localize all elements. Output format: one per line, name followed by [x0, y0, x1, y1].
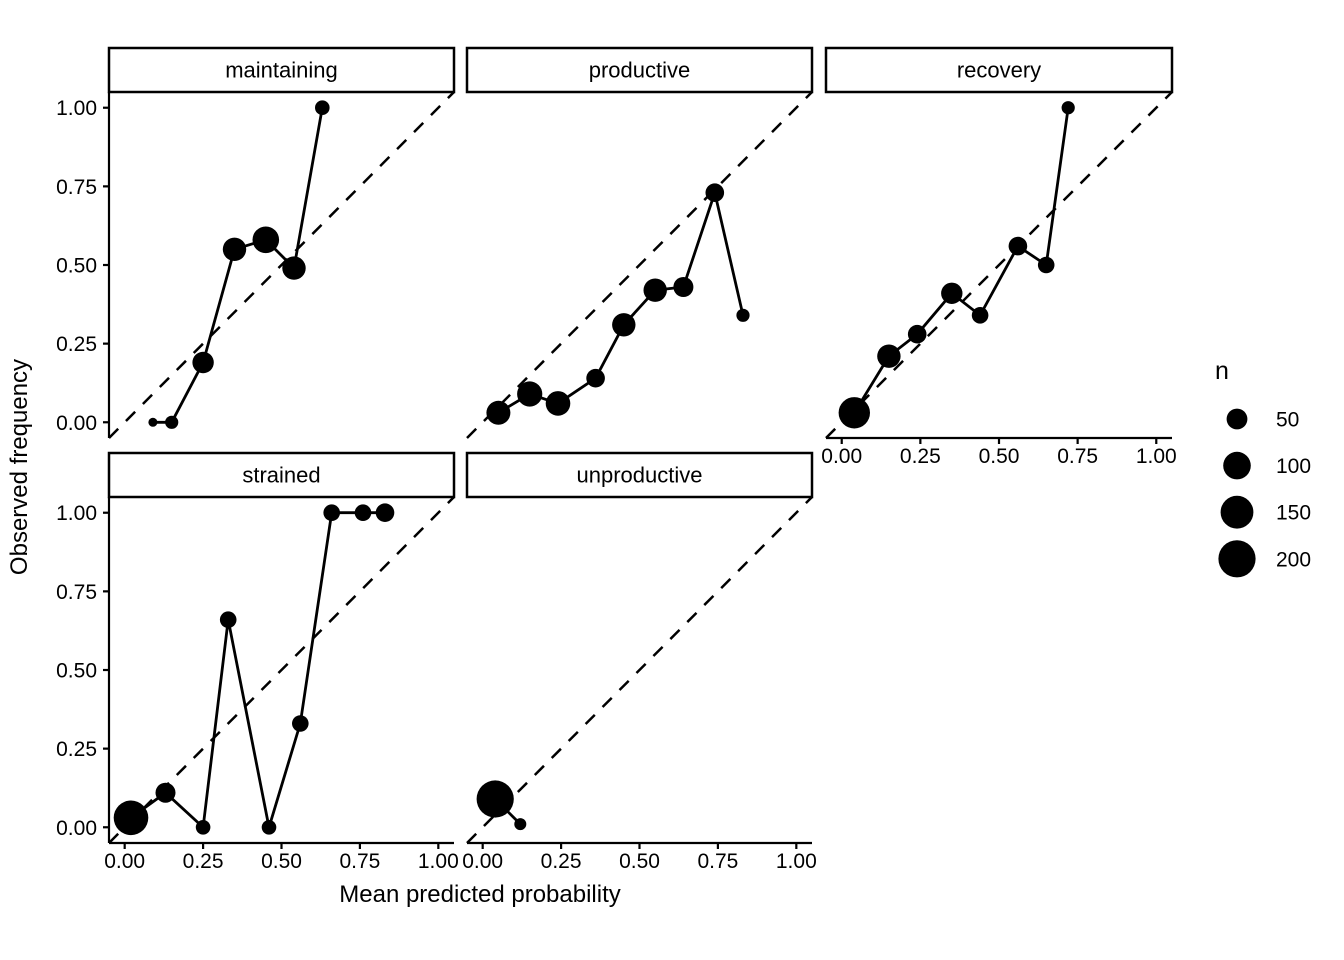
- x-tick-label: 1.00: [776, 850, 817, 873]
- legend-size-circle: [1220, 495, 1254, 529]
- facet-strip: [107, 46, 456, 94]
- data-point: [643, 278, 667, 302]
- calibration-line: [130, 511, 385, 831]
- x-tick-label: 0.75: [1057, 445, 1098, 468]
- data-point: [517, 381, 543, 407]
- data-point: [941, 282, 963, 304]
- data-point: [219, 611, 237, 628]
- facet-panel-recovery: recovery 0.00 0.25 0.50 0.75 1.00: [821, 46, 1177, 468]
- x-tick-label: 0.00: [462, 850, 503, 873]
- facet-strip: [824, 46, 1174, 94]
- facet-strip-label: unproductive: [577, 463, 703, 488]
- data-point: [545, 391, 571, 416]
- data-point: [195, 820, 211, 835]
- legend-size-label: 150: [1276, 502, 1311, 525]
- data-point: [586, 368, 605, 388]
- legend-size-label: 200: [1276, 548, 1311, 571]
- facet-strip: [465, 451, 814, 499]
- data-point: [612, 313, 636, 337]
- x-tick-label: 0.75: [697, 850, 738, 873]
- data-point: [971, 307, 989, 324]
- facet-panel-unproductive: unproductive 0.00 0.25 0.50 0.75 1.00: [462, 451, 817, 873]
- legend-size-circle: [1218, 540, 1256, 578]
- facet-strip-label: strained: [242, 463, 320, 488]
- legend-size-circle: [1226, 408, 1248, 430]
- y-tick-label: 0.50: [56, 255, 97, 278]
- data-point: [315, 100, 330, 115]
- data-point: [192, 351, 214, 374]
- size-legend: n 50 100 150 200: [1215, 357, 1311, 578]
- legend-title: n: [1215, 357, 1229, 385]
- data-point: [1061, 101, 1075, 115]
- y-tick-label: 0.25: [56, 333, 97, 356]
- legend-size-circle: [1223, 451, 1251, 480]
- x-tick-label: 0.00: [821, 445, 862, 468]
- y-tick-label: 0.00: [56, 817, 97, 840]
- data-point: [514, 818, 527, 831]
- facet-strip: [107, 451, 456, 499]
- data-point: [476, 780, 514, 818]
- y-tick-label: 0.75: [56, 176, 97, 199]
- data-point: [155, 782, 176, 803]
- data-point: [736, 308, 750, 322]
- data-point: [261, 820, 277, 835]
- x-axis-title: Mean predicted probability: [339, 881, 621, 908]
- x-tick-label: 0.50: [619, 850, 660, 873]
- y-tick-label: 1.00: [56, 97, 97, 120]
- x-tick-label: 1.00: [1136, 445, 1177, 468]
- facet-strip-label: recovery: [957, 58, 1041, 83]
- x-tick-label: 0.50: [979, 445, 1020, 468]
- data-point: [486, 400, 511, 425]
- data-point: [165, 415, 179, 429]
- legend-size-label: 100: [1276, 455, 1311, 478]
- data-point: [292, 715, 309, 732]
- y-tick-label: 0.75: [56, 581, 97, 604]
- data-point: [705, 183, 725, 202]
- calibration-line: [497, 187, 745, 415]
- data-point: [838, 397, 870, 429]
- data-point: [222, 237, 247, 261]
- identity-line: [466, 496, 813, 844]
- x-tick-label: 0.25: [183, 850, 224, 873]
- data-point: [375, 503, 395, 522]
- facet-panel-strained: strained 0.00 0.25 0.50 0.75 1.00 0.00 0.25 0.50…: [56, 451, 459, 873]
- data-point: [252, 226, 280, 254]
- data-point: [673, 277, 694, 297]
- identity-line: [466, 91, 813, 439]
- x-tick-label: 0.25: [541, 850, 582, 873]
- y-tick-label: 0.25: [56, 738, 97, 761]
- facet-strip-label: productive: [589, 58, 691, 83]
- legend-size-label: 50: [1276, 409, 1299, 432]
- data-point: [1037, 256, 1055, 274]
- facet-strip: [465, 46, 814, 94]
- data-point: [1008, 236, 1028, 256]
- data-point: [282, 256, 306, 280]
- x-tick-label: 0.25: [900, 445, 941, 468]
- data-point: [113, 800, 149, 836]
- identity-line: [108, 91, 455, 439]
- data-point: [877, 344, 901, 368]
- facet-strip-label: maintaining: [225, 58, 338, 83]
- y-tick-label: 1.00: [56, 502, 97, 525]
- data-point: [907, 324, 927, 344]
- y-tick-label: 0.00: [56, 412, 97, 435]
- facet-panel-maintaining: maintaining 0.00 0.25 0.50 0.75 1.00: [56, 46, 456, 439]
- data-point: [148, 417, 158, 427]
- x-tick-label: 0.00: [104, 850, 145, 873]
- y-axis-title: Observed frequency: [6, 359, 33, 575]
- x-tick-label: 0.75: [339, 850, 380, 873]
- facet-panel-productive: productive: [465, 46, 814, 439]
- identity-line: [825, 91, 1173, 439]
- data-point: [354, 504, 372, 521]
- x-tick-label: 0.50: [261, 850, 302, 873]
- y-tick-label: 0.50: [56, 660, 97, 683]
- x-tick-label: 1.00: [418, 850, 459, 873]
- data-point: [323, 504, 341, 521]
